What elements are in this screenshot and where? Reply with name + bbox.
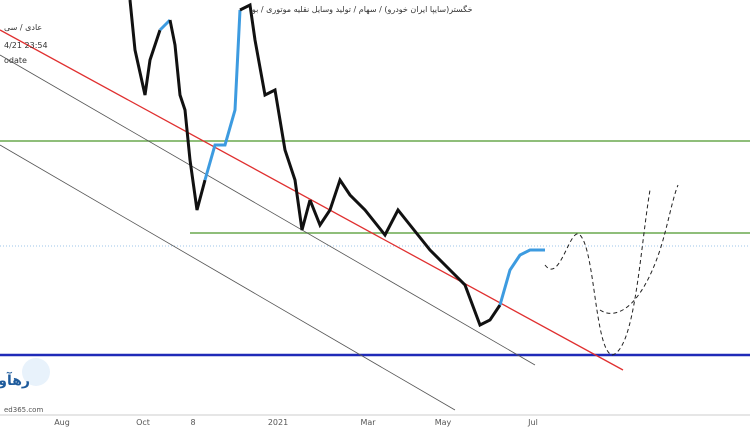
price-candles <box>168 19 207 211</box>
price-candles <box>239 2 312 231</box>
price-candles <box>128 0 162 96</box>
x-tick-label: Oct <box>136 418 150 427</box>
price-candles <box>203 9 242 181</box>
x-tick-label: Jul <box>527 418 538 427</box>
timestamp: 4/21 23:54 <box>4 41 48 50</box>
x-tick-label: Mar <box>360 418 376 427</box>
channel-line <box>0 54 536 366</box>
x-tick-label: Aug <box>54 418 70 427</box>
forecast-path <box>544 189 651 356</box>
symbol-title: خگستر(سایپا ایران خودرو) / سهام / تولید … <box>251 4 473 14</box>
logo-name: رهآورد <box>0 371 30 389</box>
channel-line <box>0 144 456 411</box>
status: عادی / سی <box>4 23 42 32</box>
price-candles <box>498 248 545 306</box>
logo-icon <box>22 358 50 386</box>
price-candles <box>308 176 502 328</box>
x-tick-label: 8 <box>190 418 195 427</box>
logo-site: ed365.com <box>4 406 43 414</box>
price-candles <box>158 18 172 32</box>
x-tick-label: 2021 <box>268 418 288 427</box>
forecast-path <box>599 184 679 314</box>
logo: رهآورد ed365.com <box>0 358 50 414</box>
note: odate <box>4 56 27 65</box>
x-tick-label: May <box>435 418 452 427</box>
